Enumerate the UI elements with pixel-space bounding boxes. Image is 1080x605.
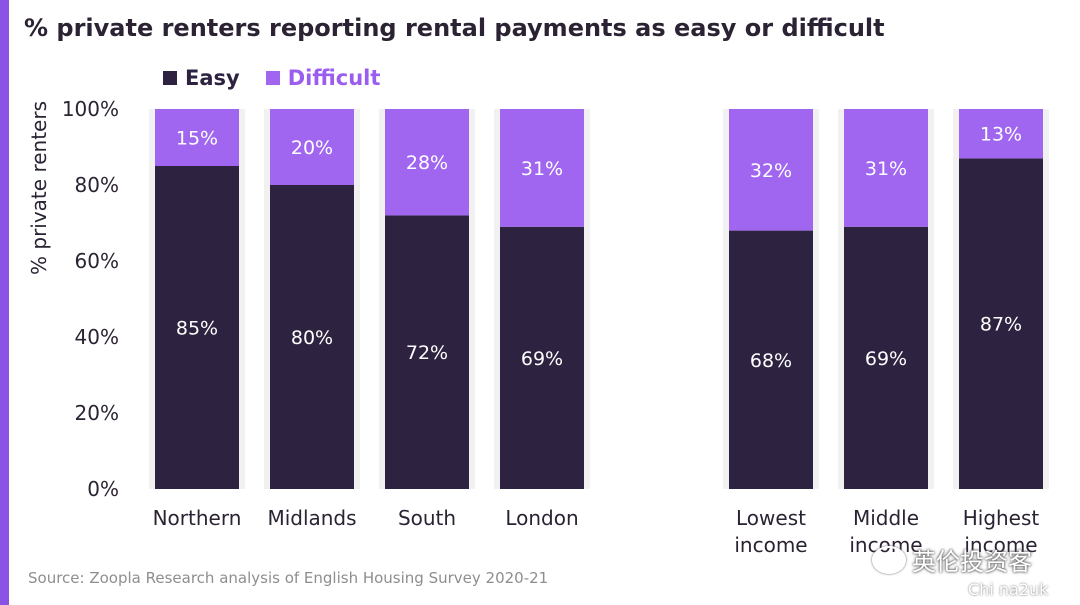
bar-difficult [155,109,239,166]
bar-easy [844,226,928,490]
x-category-label: Lowest [736,506,806,530]
y-tick-label: 0% [87,477,119,501]
x-category-label: London [505,506,578,530]
watermark-text: 英伦投资客 [912,548,1032,576]
x-category-label: income [734,533,807,557]
data-label-easy: 85% [176,318,218,340]
y-tick-label: 20% [75,401,119,425]
source-note: Source: Zoopla Research analysis of Engl… [28,569,549,587]
wechat-icon [872,545,906,574]
left-accent-bar [0,0,9,605]
legend-item-easy: Easy [163,66,240,90]
data-label-difficult: 13% [980,124,1022,146]
y-tick-label: 60% [75,249,119,273]
legend: Easy Difficult [163,64,380,92]
bar-easy [385,215,469,489]
chart-title: % private renters reporting rental payme… [24,14,885,42]
bar-difficult [844,109,928,227]
x-category-label: South [398,506,456,530]
data-label-easy: 69% [521,348,563,370]
bar-difficult [959,109,1043,159]
bar-easy [155,166,239,489]
y-tick-label: 40% [75,325,119,349]
data-label-easy: 72% [406,342,448,364]
bar-difficult [385,109,469,216]
bar-difficult [729,109,813,231]
bar-difficult [500,109,584,227]
x-category-label: Midlands [267,506,356,530]
bar-difficult [270,109,354,185]
data-label-easy: 69% [865,348,907,370]
watermark-subtext: Chi na2uk [968,580,1049,599]
x-category-label: Middle [853,506,919,530]
x-category-label: Highest [963,506,1040,530]
data-label-easy: 87% [980,314,1022,336]
data-label-easy: 80% [291,327,333,349]
legend-item-difficult: Difficult [265,66,381,90]
data-label-difficult: 31% [521,158,563,180]
data-label-easy: 68% [750,350,792,372]
legend-label-difficult: Difficult [287,66,381,90]
x-category-label: income [964,533,1037,557]
y-tick-label: 80% [75,173,119,197]
watermark: 英伦投资客 Chi na2uk [872,542,1048,599]
y-tick-label: 100% [62,97,119,121]
legend-swatch-difficult [265,71,280,85]
legend-swatch-easy [163,71,177,85]
data-label-difficult: 28% [406,152,448,174]
bar-easy [500,226,584,490]
data-label-difficult: 15% [176,128,218,150]
x-category-label: Northern [153,506,242,530]
bar-easy [729,230,813,489]
legend-label-easy: Easy [185,66,240,90]
data-label-difficult: 20% [291,137,333,159]
data-label-difficult: 32% [750,160,792,182]
bar-easy [959,158,1043,489]
bar-easy [270,185,354,489]
data-label-difficult: 31% [865,158,907,180]
